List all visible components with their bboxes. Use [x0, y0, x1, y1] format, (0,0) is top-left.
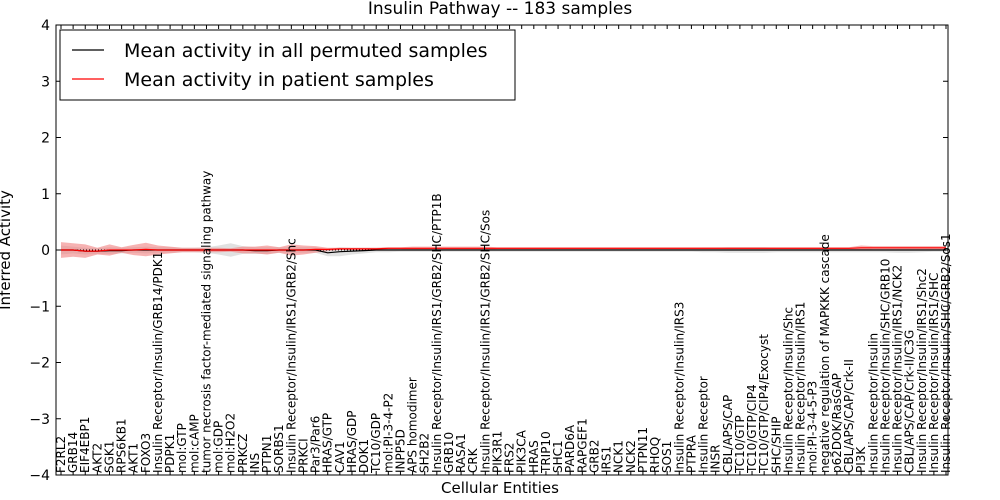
category-label: mol:GDP [212, 421, 226, 473]
category-label: PTPN1 [260, 435, 274, 473]
category-label: Insulin Receptor/Insulin/IRS3 [672, 302, 686, 473]
category-label: RPS6KB1 [115, 418, 129, 473]
category-label: negative regulation of MAPKKK cascade [818, 234, 832, 473]
category-label: DOK1 [357, 439, 371, 473]
category-label: SGK1 [102, 441, 116, 473]
category-label: INS [248, 453, 262, 473]
category-label: PI3K [854, 446, 868, 473]
category-label: Insulin Receptor/Insulin/IRS1/Shc2 [915, 268, 929, 473]
y-tick-label: 0 [41, 243, 50, 259]
category-label: TC10/GTP [733, 415, 747, 474]
category-label: AKT1 [127, 443, 141, 473]
category-label: SHC1 [551, 440, 565, 473]
category-label: HRAS/GTP [321, 413, 335, 473]
category-label: NCK1 [612, 440, 626, 473]
y-tick-label: −1 [29, 299, 50, 315]
category-label: mol:GTP [175, 423, 189, 473]
category-label: PARD6A [563, 424, 577, 473]
legend-box [59, 29, 516, 101]
series-line-1 [61, 247, 946, 252]
category-label: Insulin Receptor/Insulin/GRB14/PDK1 [151, 252, 165, 473]
category-label: PRKCZ [236, 434, 250, 473]
category-label: FRS2 [503, 443, 517, 474]
category-label: tumor necrosis factor-mediated signaling… [199, 171, 213, 473]
category-label: Insulin Receptor/Insulin/SHC/GRB10 [878, 259, 892, 473]
y-axis: −4 −3 −2 −1 0 1 2 3 4 [29, 18, 948, 484]
category-label: SHC/SHIP [769, 417, 783, 473]
x-axis-title: Cellular Entities [441, 479, 559, 497]
chart-title: Insulin Pathway -- 183 samples [368, 0, 633, 19]
y-tick-label: 2 [41, 131, 50, 147]
category-label: Insulin Receptor/Insulin/Shc [781, 307, 795, 473]
category-label: Par3/Par6 [309, 416, 323, 473]
category-label: GRB2 [587, 439, 601, 473]
category-label: Insulin Receptor/Insulin/IRS1/GRB2/SHC/P… [430, 193, 444, 473]
category-labels: F2RL2GRB14EIF4EBP1AKT2SGK1RPS6KB1AKT1FOX… [54, 25, 953, 475]
series-lines [56, 247, 948, 254]
y-tick-label: 4 [41, 18, 50, 34]
category-label: mol:PI-3-4-P2 [381, 393, 395, 473]
category-label: F2RL2 [54, 436, 68, 473]
category-label: RASA1 [454, 433, 468, 473]
category-label: Insulin Receptor/Insulin [866, 333, 880, 473]
category-label: TC10/GTP/CIP4 [745, 384, 759, 474]
category-label: CAV1 [333, 441, 347, 473]
category-label: Insulin Receptor/Insulin/IRS1/SHC [927, 273, 941, 473]
category-label: Insulin Receptor/Insulin/IRS1/GRB2/SHC/S… [478, 210, 492, 473]
category-label: FOXO3 [139, 433, 153, 473]
category-label: PIK3CA [515, 429, 529, 473]
legend-label-patient: Mean activity in patient samples [124, 69, 434, 91]
category-label: Insulin Receptor/Insulin/IRS1/GRB2/Shc [284, 238, 298, 473]
y-tick-label: −3 [29, 412, 50, 428]
category-label: mol:H2O2 [224, 413, 238, 473]
plot-frame [55, 24, 949, 476]
category-label: SOS1 [660, 441, 674, 473]
category-label: CBL/APS/CAP/Crk-II/C3G [903, 330, 917, 473]
category-label: mol:cAMP [187, 414, 201, 473]
category-label: HRAS/GDP [345, 410, 359, 473]
y-tick-label: 1 [41, 187, 50, 203]
y-tick-label: 3 [41, 74, 50, 90]
category-label: GRB10 [442, 432, 456, 473]
category-label: PRKCI [296, 438, 310, 473]
category-label: PTPN11 [636, 427, 650, 473]
legend: Mean activity in all permuted samples Me… [59, 29, 516, 101]
category-label: AKT2 [90, 443, 104, 473]
category-label: RAPGEF1 [575, 418, 589, 473]
category-label: CBL/APS/CAP [721, 395, 735, 473]
category-label: TC10/GDP [369, 413, 383, 474]
category-label: Insulin Receptor/Insulin/IRS1/NCK2 [891, 265, 905, 473]
category-label: GRB14 [66, 432, 80, 473]
category-label: Insulin Receptor [697, 376, 711, 473]
category-label: p62DOK/RasGAP [830, 373, 844, 473]
category-label: mol:PI-3-4-5-P3 [806, 381, 820, 473]
category-label: CBL/APS/CAP/Crk-II [842, 359, 856, 473]
category-label: INSR [709, 445, 723, 473]
category-label: SH2B2 [418, 433, 432, 473]
category-label: HRAS [527, 440, 541, 473]
category-label: TC10/GTP/CIP4/Exocyst [757, 334, 771, 474]
category-label: NCK2 [624, 440, 638, 473]
category-label: RHOQ [648, 437, 662, 473]
category-label: PIK3R1 [490, 431, 504, 473]
category-label: PDPK1 [163, 434, 177, 473]
category-label: TRIP10 [539, 431, 553, 474]
category-label: Insulin Receptor/Insulin/IRS1 [794, 302, 808, 473]
category-label: IRS1 [600, 446, 614, 473]
category-label: SORBS1 [272, 424, 286, 473]
y-tick-label: −4 [29, 468, 50, 484]
category-label: PTPRA [684, 434, 698, 473]
y-axis-title: Inferred Activity [0, 190, 14, 310]
category-label: APS homodimer [406, 377, 420, 473]
legend-label-permuted: Mean activity in all permuted samples [124, 40, 487, 62]
y-tick-label: −2 [29, 356, 50, 372]
category-label: INPP5D [393, 429, 407, 473]
category-label: EIF4EBP1 [78, 417, 92, 473]
category-label: CRK [466, 447, 480, 473]
category-label: Insulin Receptor/Insulin/SHC/GRB2/Sos1 [939, 233, 953, 473]
